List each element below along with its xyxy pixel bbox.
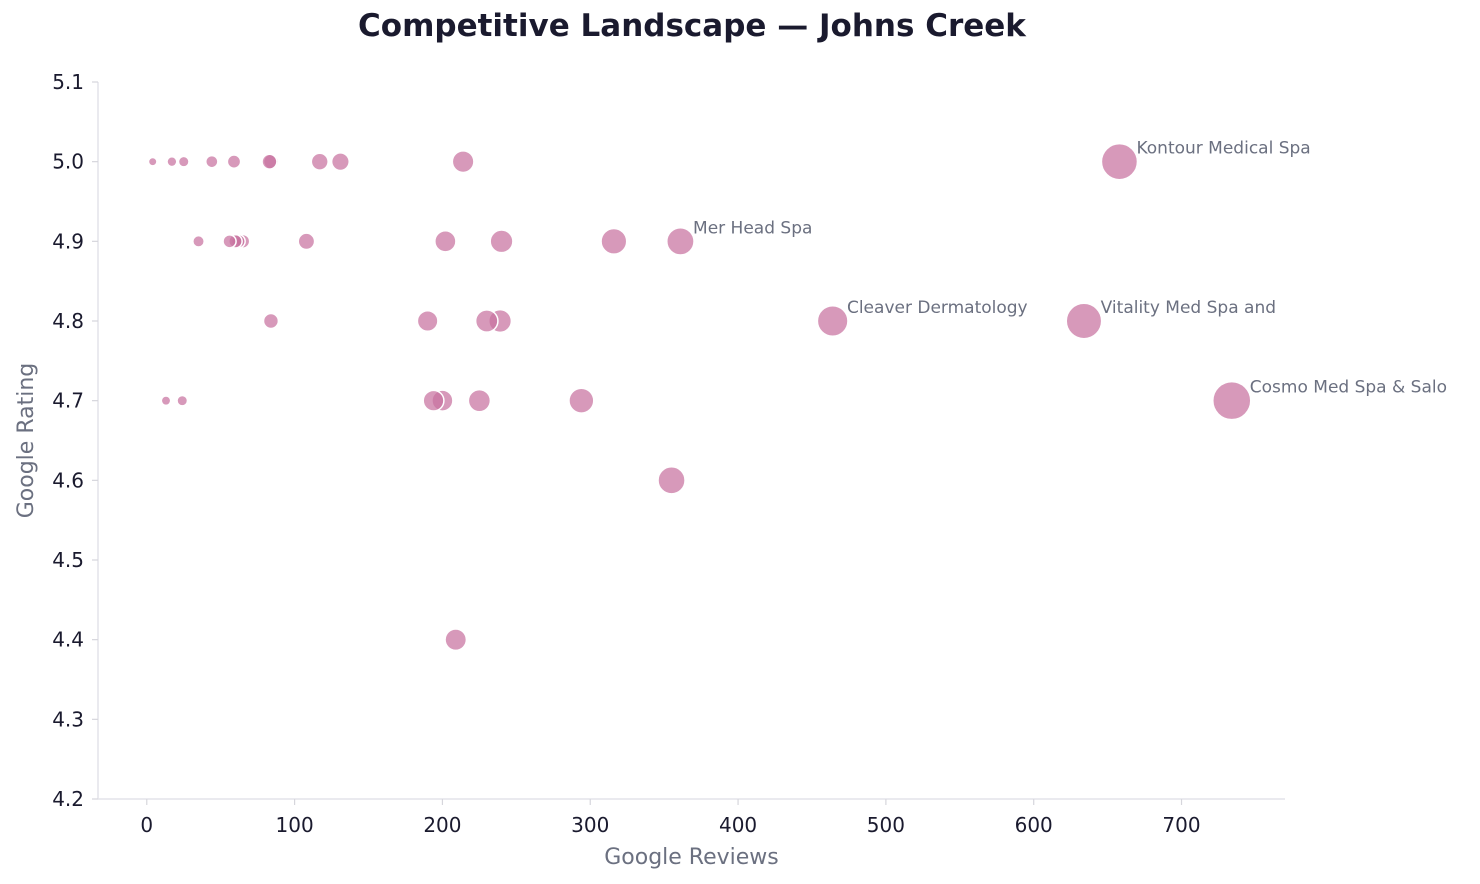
data-point — [568, 387, 595, 414]
x-tick-label: 0 — [140, 813, 153, 837]
data-point — [192, 234, 205, 248]
data-point — [467, 388, 492, 413]
data-point — [489, 229, 514, 254]
data-point — [1212, 380, 1252, 421]
axes: 0 100 200 300 400 500 600 700 4.2 4.3 4.4 4.5 4.6 4.7… — [52, 70, 1285, 837]
y-tick-label: 4.7 — [52, 389, 84, 413]
y-tick-label: 4.9 — [52, 229, 84, 253]
data-point — [177, 155, 190, 168]
x-axis-label: Google Reviews — [604, 845, 779, 870]
x-tick-label: 300 — [571, 813, 609, 837]
point-annotations: Kontour Medical Spa Mer Head Spa Cleaver D… — [693, 139, 1447, 398]
data-points — [147, 142, 1252, 652]
y-tick-label: 4.3 — [52, 707, 84, 731]
x-tick-label: 700 — [1162, 813, 1200, 837]
y-axis-label: Google Rating — [14, 363, 39, 519]
chart-title: Competitive Landscape — Johns Creek — [358, 8, 1026, 44]
point-label: Cleaver Dermatology — [847, 298, 1028, 318]
data-point — [434, 230, 457, 253]
y-tick-label: 4.8 — [52, 309, 84, 333]
y-tick-label: 4.5 — [52, 548, 84, 572]
data-point — [310, 152, 329, 171]
y-tick-label: 4.4 — [52, 628, 84, 652]
x-tick-label: 500 — [867, 813, 905, 837]
data-point — [166, 156, 178, 168]
data-point — [600, 227, 628, 255]
y-tick-label: 5.0 — [52, 150, 84, 174]
data-point — [297, 232, 316, 251]
data-point — [160, 395, 172, 407]
point-label: Cosmo Med Spa & Salo — [1250, 378, 1447, 398]
point-label: Kontour Medical Spa — [1136, 139, 1310, 159]
data-point — [330, 152, 350, 172]
data-point — [205, 154, 219, 169]
x-tick-label: 600 — [1015, 813, 1053, 837]
point-label: Mer Head Spa — [693, 218, 812, 238]
data-point — [657, 466, 686, 495]
data-point — [444, 628, 468, 652]
data-point — [261, 153, 278, 170]
y-tick-label: 5.1 — [52, 70, 84, 94]
data-point — [666, 226, 695, 256]
data-point — [226, 154, 242, 170]
data-point — [451, 150, 475, 174]
x-tick-label: 400 — [719, 813, 757, 837]
data-point — [147, 156, 158, 167]
data-point — [262, 312, 280, 330]
y-tick-label: 4.2 — [52, 787, 84, 811]
data-point — [176, 394, 189, 407]
data-point — [1065, 302, 1103, 340]
data-point — [474, 309, 499, 333]
data-point — [422, 389, 445, 412]
data-point — [1100, 142, 1139, 181]
data-point — [816, 304, 849, 338]
y-tick-label: 4.6 — [52, 468, 84, 492]
x-tick-label: 100 — [276, 813, 314, 837]
point-label: Vitality Med Spa and — [1101, 298, 1276, 318]
x-tick-label: 200 — [423, 813, 461, 837]
data-point — [416, 309, 439, 333]
data-point — [222, 234, 237, 249]
